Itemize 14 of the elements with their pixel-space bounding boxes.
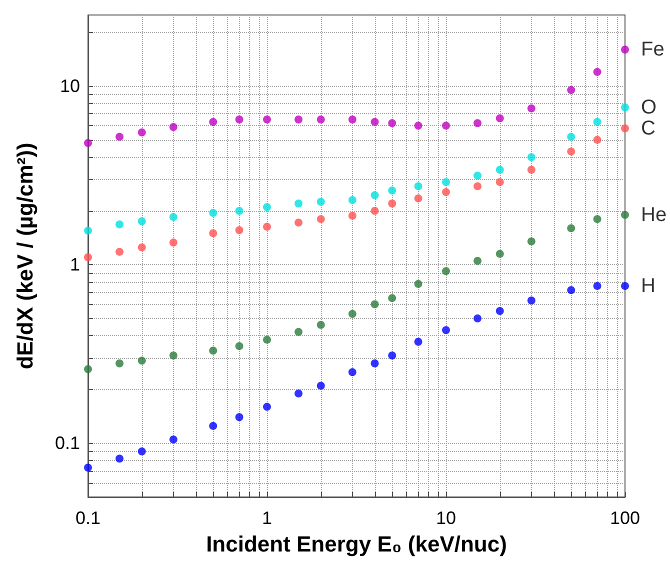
series-label: Fe	[641, 38, 664, 61]
series-label: C	[641, 117, 656, 140]
series-label: O	[641, 96, 657, 118]
y-tick-label: 1	[70, 254, 80, 275]
x-tick-label: 10	[436, 508, 456, 528]
x-axis-title: Incident Energy E₀ (keV/nuc)	[206, 532, 507, 556]
y-tick-label: 10	[60, 76, 80, 96]
series-label: H	[641, 274, 656, 297]
x-tick-label: 0.1	[75, 508, 101, 528]
series-label: He	[641, 204, 667, 226]
y-axis-title: dE/dX (keV / (µg/cm²))	[12, 142, 38, 370]
x-tick-label: 100	[610, 508, 640, 528]
y-tick-label: 0.1	[54, 433, 80, 454]
x-tick-label: 1	[262, 508, 272, 528]
